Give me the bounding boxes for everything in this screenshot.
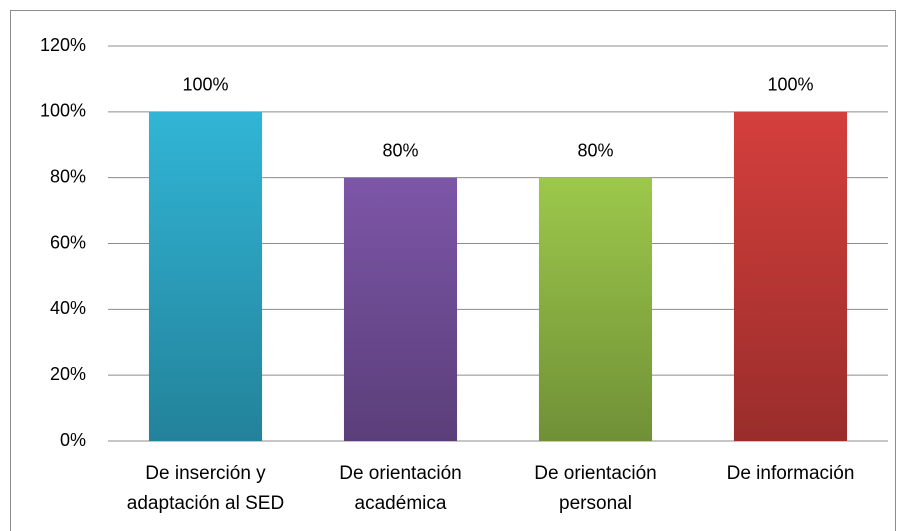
x-tick-label: De orientación académica bbox=[339, 463, 462, 514]
bar bbox=[148, 111, 263, 441]
bar bbox=[343, 177, 458, 441]
x-tick-label: De orientación personal bbox=[534, 463, 657, 514]
x-tick-label: De inserción y adaptación al SED bbox=[126, 463, 285, 514]
data-label: 80% bbox=[382, 140, 418, 160]
y-tick-label: 100% bbox=[40, 101, 86, 121]
x-tick-label: De información bbox=[726, 463, 855, 484]
y-tick-label: 20% bbox=[50, 364, 86, 384]
data-label: 100% bbox=[182, 75, 228, 95]
data-label: 80% bbox=[577, 140, 613, 160]
bar bbox=[538, 177, 653, 441]
y-tick-label: 80% bbox=[50, 166, 86, 186]
y-tick-label: 120% bbox=[40, 35, 86, 55]
y-tick-label: 0% bbox=[60, 430, 86, 450]
bar bbox=[733, 111, 848, 441]
data-label: 100% bbox=[767, 75, 813, 95]
y-tick-label: 40% bbox=[50, 298, 86, 318]
y-tick-label: 60% bbox=[50, 232, 86, 252]
chart-border bbox=[10, 10, 896, 531]
